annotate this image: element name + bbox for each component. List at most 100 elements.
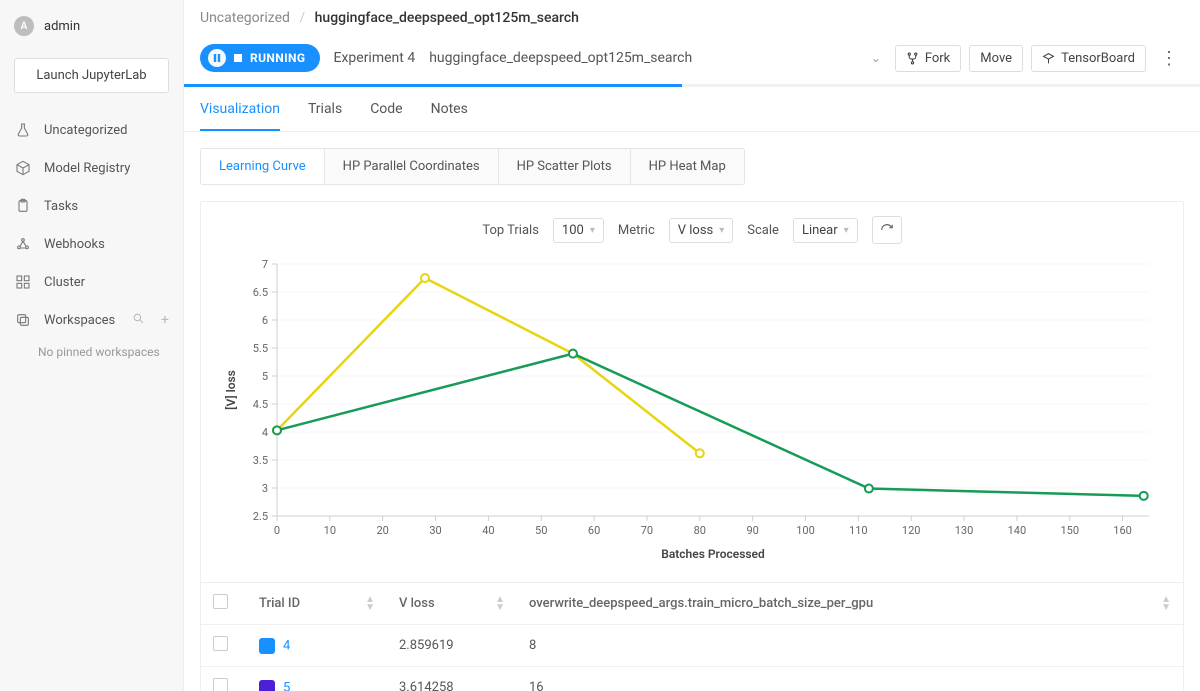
trial-hp: 16 (517, 667, 1183, 691)
scale-value: Linear (802, 223, 838, 238)
checkbox-icon[interactable] (213, 678, 228, 691)
launch-jupyterlab-button[interactable]: Launch JupyterLab (14, 58, 169, 93)
col-trial-id[interactable]: Trial ID ▲▼ (247, 583, 387, 625)
trial-swatch (259, 638, 275, 654)
subtab-hp-heatmap[interactable]: HP Heat Map (631, 149, 744, 184)
col-trial-id-label: Trial ID (259, 596, 300, 611)
sidebar-item-label: Cluster (44, 275, 85, 290)
fork-button[interactable]: Fork (895, 45, 961, 72)
subtab-hp-parallel[interactable]: HP Parallel Coordinates (325, 149, 499, 184)
svg-text:110: 110 (849, 524, 868, 537)
plus-icon[interactable]: + (161, 312, 169, 328)
status-pill: RUNNING (200, 44, 320, 72)
tensorboard-button[interactable]: TensorBoard (1031, 45, 1146, 72)
metric-select[interactable]: V loss ▾ (669, 218, 734, 243)
select-all-header[interactable] (201, 583, 247, 625)
experiment-title: Experiment 4 (334, 50, 416, 66)
svg-text:6: 6 (262, 314, 268, 327)
search-icon[interactable] (132, 312, 145, 329)
svg-text:130: 130 (955, 524, 974, 537)
trials-table: Trial ID ▲▼ V loss ▲▼ overwrite_deepspeed_… (201, 582, 1183, 691)
user-row[interactable]: A admin (0, 8, 183, 48)
chevron-down-icon[interactable]: ⌄ (865, 51, 887, 65)
metric-value: V loss (678, 223, 714, 238)
scale-select[interactable]: Linear ▾ (793, 218, 858, 243)
pause-icon[interactable] (208, 49, 226, 67)
svg-text:100: 100 (796, 524, 815, 537)
sidebar-item-cluster[interactable]: Cluster (0, 263, 183, 301)
copy-icon (14, 311, 32, 329)
cube-icon (14, 159, 32, 177)
fork-label: Fork (925, 51, 950, 66)
chart-card: Top Trials 100 ▾ Metric V loss ▾ Scale L… (200, 201, 1184, 691)
svg-text:70: 70 (641, 524, 653, 537)
top-trials-value: 100 (562, 223, 584, 238)
svg-text:90: 90 (746, 524, 758, 537)
trial-id-link[interactable]: 4 (283, 638, 290, 653)
experiment-header: RUNNING Experiment 4 huggingface_deepspe… (184, 34, 1200, 84)
user-name: admin (44, 19, 80, 34)
tensorboard-label: TensorBoard (1061, 51, 1135, 66)
svg-text:2.5: 2.5 (253, 510, 268, 523)
top-trials-label: Top Trials (482, 223, 539, 238)
tensorboard-icon (1042, 52, 1055, 65)
svg-text:4.5: 4.5 (253, 398, 268, 411)
table-row[interactable]: 53.61425816 (201, 667, 1183, 691)
svg-text:160: 160 (1113, 524, 1132, 537)
tab-trials[interactable]: Trials (308, 87, 342, 131)
sidebar-item-workspaces[interactable]: Workspaces + (0, 301, 183, 339)
col-metric[interactable]: V loss ▲▼ (387, 583, 517, 625)
sidebar-item-label: Uncategorized (44, 123, 127, 138)
svg-text:0: 0 (274, 524, 280, 537)
svg-text:80: 80 (694, 524, 706, 537)
learning-curve-chart: 2.533.544.555.566.5701020304050607080901… (219, 258, 1159, 568)
move-button[interactable]: Move (969, 45, 1023, 72)
trial-hp: 8 (517, 625, 1183, 667)
top-trials-select[interactable]: 100 ▾ (553, 218, 604, 243)
sidebar-item-label: Tasks (44, 199, 78, 214)
more-icon[interactable]: ⋮ (1154, 48, 1184, 69)
sidebar-item-model-registry[interactable]: Model Registry (0, 149, 183, 187)
sidebar-item-webhooks[interactable]: Webhooks (0, 225, 183, 263)
experiment-name: huggingface_deepspeed_opt125m_search (429, 50, 692, 66)
sort-icon[interactable]: ▲▼ (495, 596, 505, 612)
sidebar-item-tasks[interactable]: Tasks (0, 187, 183, 225)
sidebar-item-uncategorized[interactable]: Uncategorized (0, 111, 183, 149)
svg-text:60: 60 (588, 524, 600, 537)
tab-visualization[interactable]: Visualization (200, 87, 280, 131)
svg-text:30: 30 (429, 524, 441, 537)
svg-text:4: 4 (262, 426, 268, 439)
sort-icon[interactable]: ▲▼ (365, 596, 375, 612)
trial-id-link[interactable]: 5 (283, 680, 290, 691)
sidebar: A admin Launch JupyterLab Uncategorized … (0, 0, 184, 691)
subtab-hp-scatter[interactable]: HP Scatter Plots (499, 149, 631, 184)
tab-code[interactable]: Code (370, 87, 402, 131)
breadcrumb-sep: / (299, 10, 305, 26)
subtab-learning-curve[interactable]: Learning Curve (201, 149, 325, 184)
chart-controls: Top Trials 100 ▾ Metric V loss ▾ Scale L… (201, 202, 1183, 248)
sort-icon[interactable]: ▲▼ (1161, 596, 1171, 612)
refresh-button[interactable] (872, 216, 902, 244)
chevron-down-icon: ▾ (719, 225, 724, 236)
col-hp-label: overwrite_deepspeed_args.train_micro_bat… (529, 596, 873, 611)
breadcrumb-parent[interactable]: Uncategorized (200, 10, 290, 26)
status-text: RUNNING (250, 51, 306, 65)
svg-text:140: 140 (1008, 524, 1027, 537)
svg-text:120: 120 (902, 524, 921, 537)
no-pinned-workspaces: No pinned workspaces (0, 339, 183, 365)
svg-text:7: 7 (262, 258, 268, 271)
svg-text:5.5: 5.5 (253, 342, 268, 355)
col-metric-label: V loss (399, 596, 435, 611)
checkbox-icon[interactable] (213, 594, 228, 609)
webhook-icon (14, 235, 32, 253)
refresh-icon (880, 223, 894, 237)
checkbox-icon[interactable] (213, 636, 228, 651)
stop-icon[interactable] (234, 51, 242, 65)
table-row[interactable]: 42.8596198 (201, 625, 1183, 667)
progress-bar (184, 84, 1200, 87)
svg-text:6.5: 6.5 (253, 286, 268, 299)
col-hp[interactable]: overwrite_deepspeed_args.train_micro_bat… (517, 583, 1183, 625)
svg-text:150: 150 (1060, 524, 1079, 537)
tab-notes[interactable]: Notes (431, 87, 468, 131)
progress-fill (184, 84, 682, 87)
